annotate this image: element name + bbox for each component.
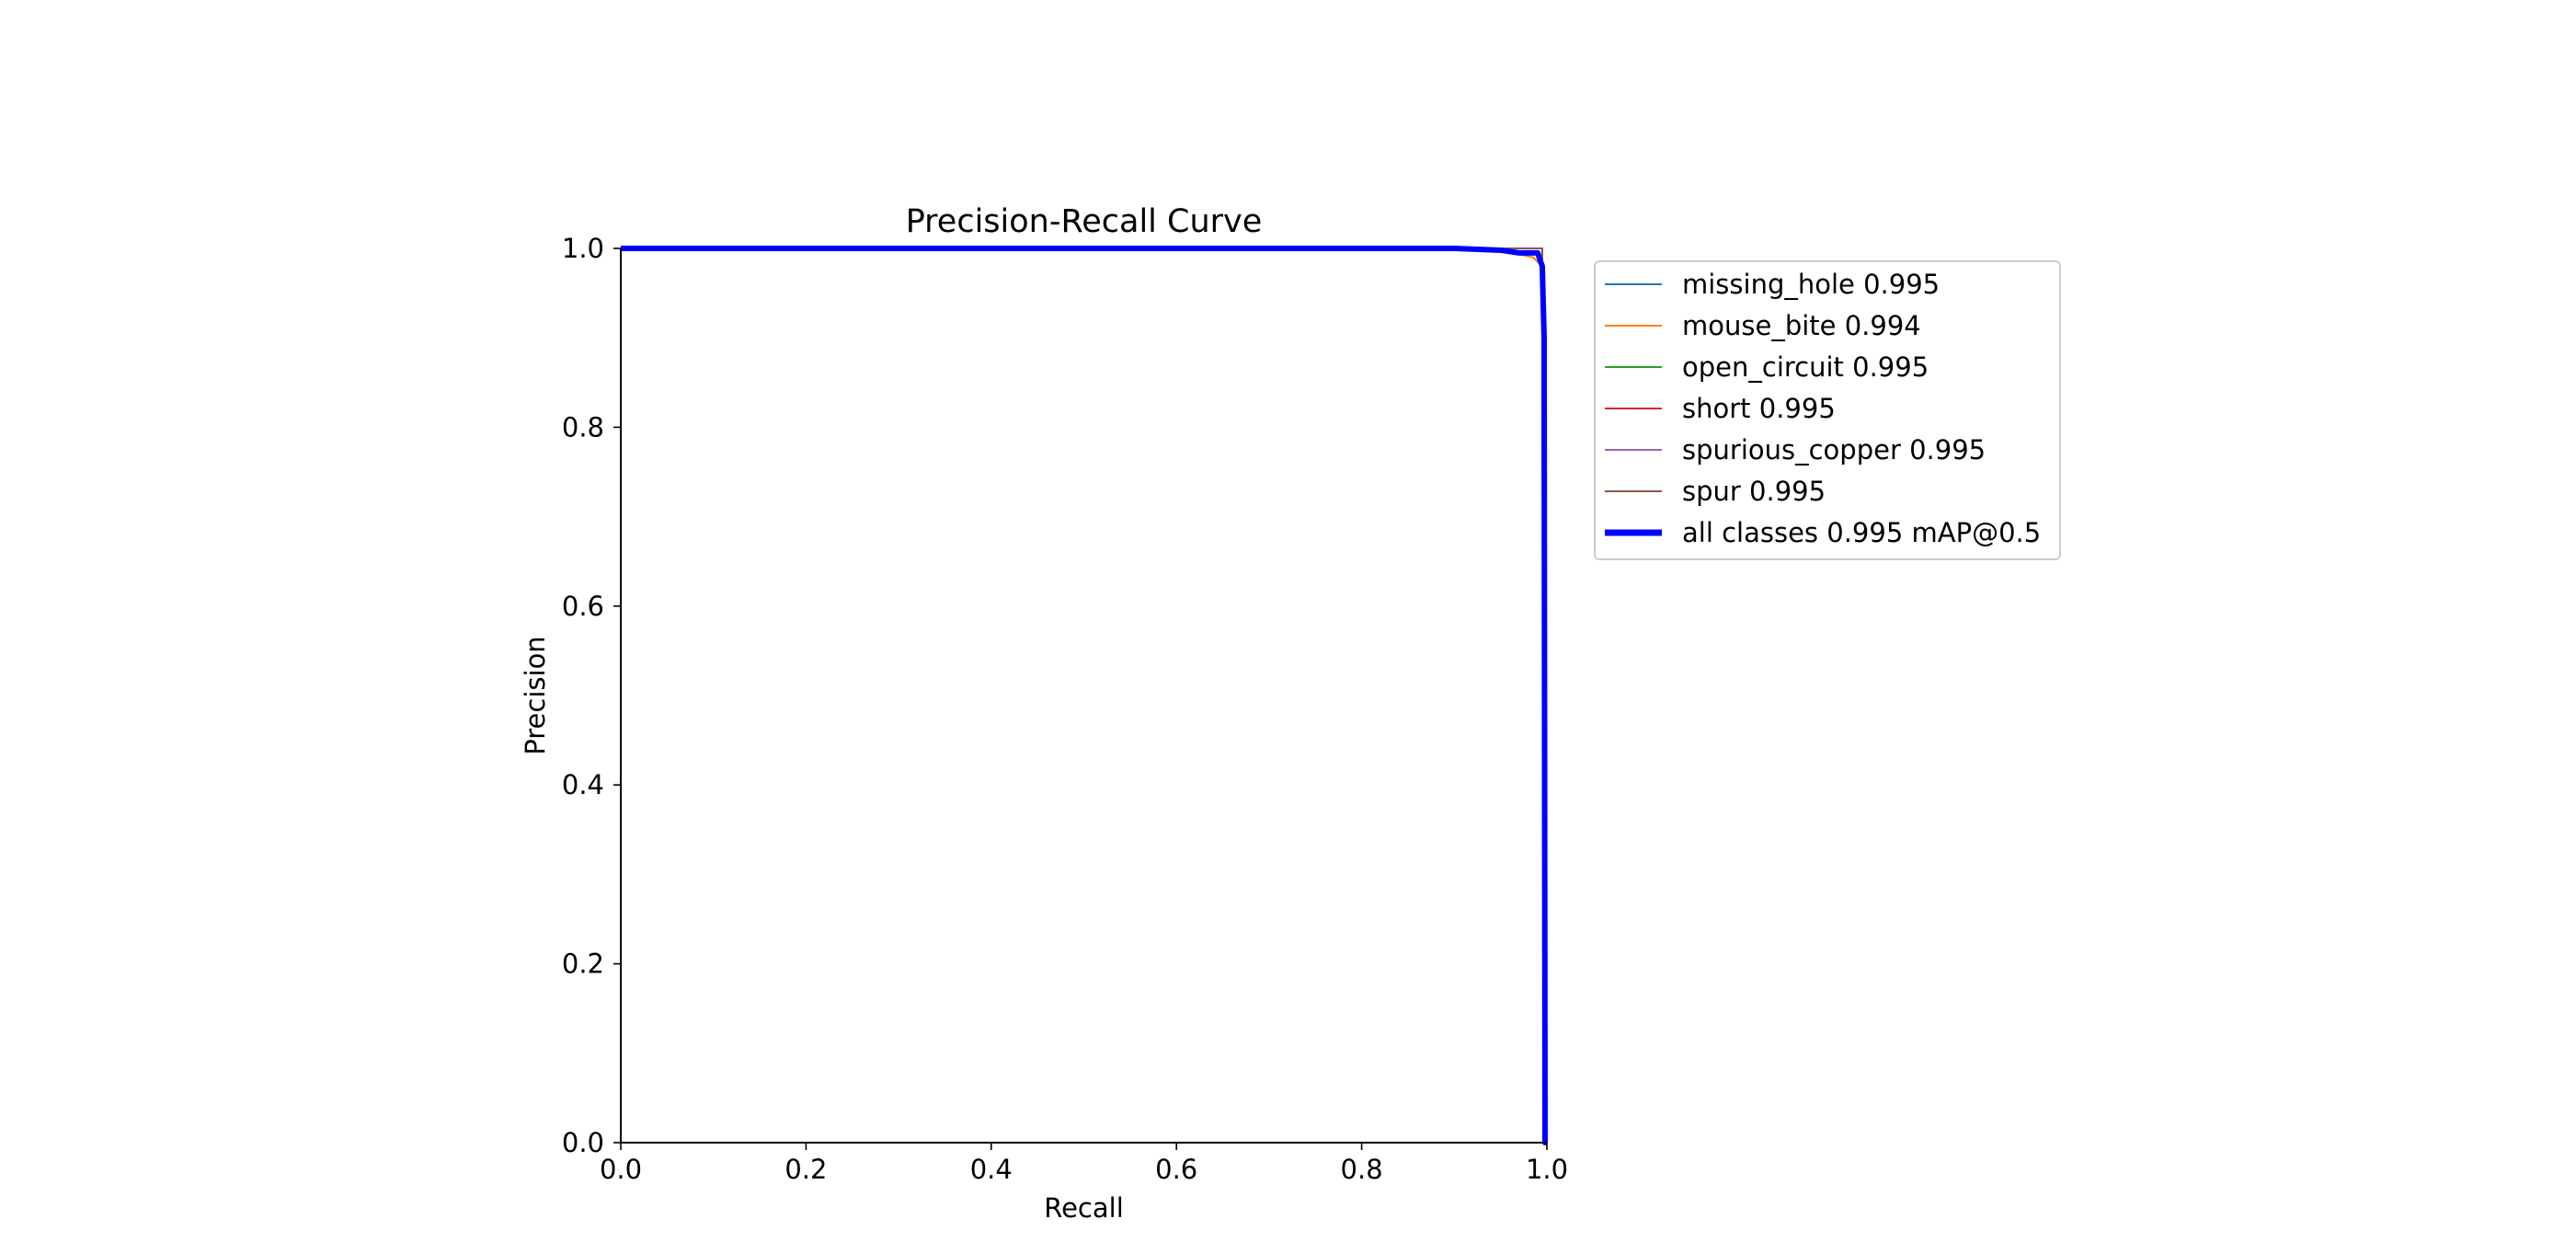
x-tick-label: 0.8 [1341, 1154, 1383, 1185]
legend-entry: mouse_bite 0.994 [1605, 310, 1921, 341]
y-tick-label: 0.4 [562, 769, 604, 800]
legend-entry: spur 0.995 [1605, 476, 1826, 507]
y-tick-label: 0.0 [562, 1127, 604, 1158]
legend-entry: open_circuit 0.995 [1605, 351, 1929, 383]
legend-entry: spurious_copper 0.995 [1605, 434, 1986, 466]
legend-label: all classes 0.995 mAP@0.5 [1682, 517, 2041, 548]
legend-label: spur 0.995 [1682, 476, 1826, 507]
legend-entry: short 0.995 [1605, 393, 1836, 424]
legend-label: missing_hole 0.995 [1682, 269, 1940, 300]
x-axis-label: Recall [1044, 1192, 1124, 1224]
chart-title: Precision-Recall Curve [906, 203, 1263, 240]
series-line-6 [621, 246, 1548, 1145]
y-tick-label: 0.8 [562, 411, 604, 443]
x-tick-label: 1.0 [1526, 1154, 1568, 1185]
x-tick-label: 0.4 [970, 1154, 1013, 1185]
y-tick-label: 0.2 [562, 949, 604, 980]
legend-frame [1594, 260, 2061, 560]
legend-label: open_circuit 0.995 [1682, 351, 1929, 383]
y-tick-label: 1.0 [562, 233, 604, 264]
series-layer [621, 246, 1548, 1145]
y-axis-label: Precision [520, 636, 551, 754]
legend-label: short 0.995 [1682, 393, 1836, 424]
legend-label: mouse_bite 0.994 [1682, 310, 1921, 341]
plot-area [620, 246, 1548, 1145]
legend: missing_hole 0.995 mouse_bite 0.994 open_c… [1594, 260, 2061, 560]
x-axis-ticks: 0.0 0.2 0.4 0.6 0.8 1.0 [600, 1143, 1568, 1185]
x-tick-label: 0.0 [600, 1154, 642, 1185]
y-axis-ticks: 0.0 0.2 0.4 0.6 0.8 1.0 [562, 233, 621, 1158]
plot-background [621, 248, 1547, 1143]
legend-items: missing_hole 0.995 mouse_bite 0.994 open_c… [1605, 269, 2041, 548]
axes-spines [620, 248, 1547, 1144]
legend-entry: all classes 0.995 mAP@0.5 [1605, 517, 2041, 548]
x-tick-label: 0.6 [1155, 1154, 1197, 1185]
x-tick-label: 0.2 [784, 1154, 827, 1185]
legend-entry: missing_hole 0.995 [1605, 269, 1940, 300]
legend-label: spurious_copper 0.995 [1682, 434, 1986, 466]
y-tick-label: 0.6 [562, 591, 604, 622]
